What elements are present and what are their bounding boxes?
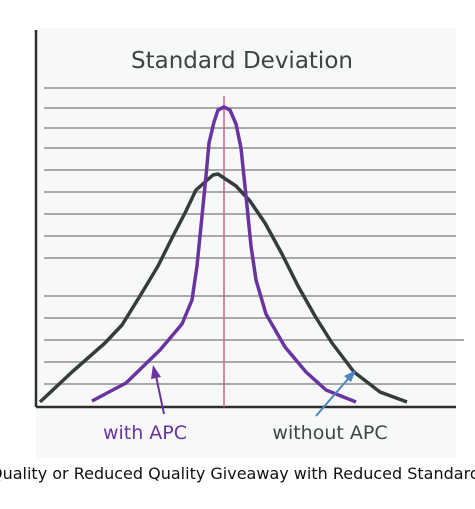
label-without-apc: without APC <box>272 422 387 444</box>
figure-caption: Quality or Reduced Quality Giveaway with… <box>0 464 475 483</box>
caption-container: Quality or Reduced Quality Giveaway with… <box>0 464 475 490</box>
plot-panel <box>36 28 456 458</box>
gridlines <box>44 87 464 385</box>
curve-with-apc <box>91 105 357 404</box>
diagram-title: Standard Deviation <box>131 48 353 74</box>
curve-without-apc <box>38 172 408 404</box>
arrow-with-head <box>151 365 161 379</box>
arrow-without-head <box>344 370 356 382</box>
arrow-without-shaft <box>315 378 349 417</box>
arrow-with-shaft <box>155 375 165 415</box>
label-with-apc: with APC <box>103 422 187 444</box>
arrow-with-apc <box>151 365 165 415</box>
arrow-without-apc <box>315 370 356 417</box>
